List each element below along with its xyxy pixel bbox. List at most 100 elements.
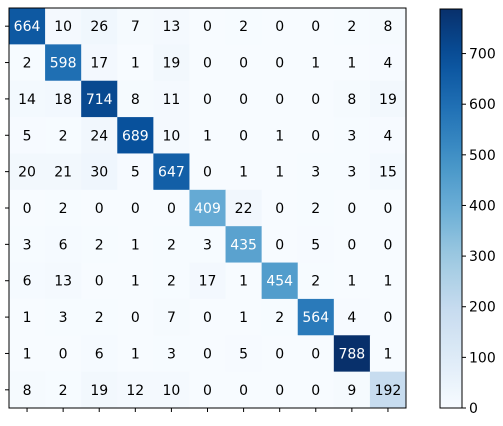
heatmap-value-label: 8	[383, 19, 392, 35]
heatmap-value-label: 3	[167, 346, 176, 362]
heatmap-value-label: 1	[239, 274, 248, 290]
heatmap-value-label: 6	[95, 346, 104, 362]
heatmap-value-label: 0	[23, 201, 32, 217]
heatmap-cell-r7-c6	[225, 262, 263, 300]
heatmap-cell-r1-c2	[81, 44, 118, 82]
heatmap-cell-r7-c9	[333, 262, 371, 300]
heatmap-value-label: 0	[275, 346, 284, 362]
heatmap-value-label: 0	[347, 201, 356, 217]
heatmap-cell-r10-c2	[81, 371, 118, 409]
heatmap-value-label: 0	[275, 237, 284, 253]
heatmap-value-label: 6	[59, 237, 68, 253]
heatmap-value-label: 664	[14, 19, 41, 35]
heatmap-value-label: 5	[311, 237, 320, 253]
heatmap-cell-r1-c8	[297, 44, 335, 82]
heatmap-value-label: 647	[158, 165, 185, 181]
heatmap-cell-r9-c7	[261, 335, 299, 373]
heatmap-value-label: 1	[347, 56, 356, 72]
heatmap-value-label: 0	[311, 19, 320, 35]
heatmap-cell-r10-c3	[117, 371, 154, 409]
heatmap-value-label: 17	[199, 274, 217, 290]
heatmap-cell-r9-c3	[117, 335, 154, 373]
heatmap-value-label: 22	[235, 201, 253, 217]
heatmap-value-label: 564	[302, 310, 329, 326]
heatmap-value-label: 30	[90, 165, 108, 181]
heatmap-cell-r5-c0	[9, 189, 46, 227]
heatmap-value-label: 2	[311, 274, 320, 290]
heatmap-cell-r10-c5	[189, 371, 226, 409]
heatmap-value-label: 2	[59, 383, 68, 399]
colorbar-tick-label: 700	[469, 47, 496, 63]
heatmap-value-label: 26	[90, 19, 108, 35]
heatmap-value-label: 0	[131, 201, 140, 217]
heatmap-cell-r6-c5	[189, 226, 226, 263]
heatmap-cell-r1-c7	[261, 44, 299, 82]
heatmap-value-label: 0	[203, 165, 212, 181]
heatmap-cell-r4-c8	[297, 153, 335, 191]
heatmap-value-label: 1	[23, 310, 32, 326]
colorbar-tick-label: 600	[469, 97, 496, 113]
heatmap-cell-r9-c9	[333, 335, 371, 373]
heatmap-cell-r8-c7	[261, 298, 299, 336]
heatmap-cell-r3-c5	[189, 117, 226, 154]
heatmap-cell-r4-c0	[9, 153, 46, 191]
heatmap-cell-r8-c10	[369, 298, 407, 336]
heatmap-cell-r4-c4	[153, 153, 190, 191]
heatmap-value-label: 5	[239, 346, 248, 362]
heatmap-value-label: 0	[311, 346, 320, 362]
heatmap-cell-r4-c10	[369, 153, 407, 191]
heatmap-cell-r5-c3	[117, 189, 154, 227]
heatmap-value-label: 0	[203, 19, 212, 35]
heatmap-cell-r7-c3	[117, 262, 154, 300]
heatmap-value-label: 1	[275, 128, 284, 144]
heatmap-cell-r2-c4	[153, 80, 190, 118]
heatmap-cell-r1-c3	[117, 44, 154, 82]
heatmap-value-label: 0	[347, 237, 356, 253]
heatmap-cell-r4-c6	[225, 153, 263, 191]
heatmap-cell-r0-c5	[189, 8, 226, 45]
heatmap-cell-r2-c10	[369, 80, 407, 118]
heatmap-value-label: 1	[131, 346, 140, 362]
heatmap-value-label: 0	[131, 310, 140, 326]
heatmap-cell-r5-c10	[369, 189, 407, 227]
heatmap-cell-r8-c3	[117, 298, 154, 336]
heatmap-value-label: 13	[162, 19, 180, 35]
heatmap-cell-r0-c8	[297, 8, 335, 45]
heatmap-cell-r0-c4	[153, 8, 190, 45]
heatmap-cell-r9-c1	[45, 335, 82, 373]
heatmap-cell-r3-c8	[297, 117, 335, 154]
heatmap-value-label: 14	[18, 92, 36, 108]
heatmap-value-label: 13	[54, 274, 72, 290]
heatmap-value-label: 0	[275, 201, 284, 217]
heatmap-cell-r7-c7	[261, 262, 299, 300]
colorbar-tick-label: 400	[469, 198, 496, 214]
heatmap-cell-r6-c6	[225, 226, 263, 263]
heatmap-cell-r5-c4	[153, 189, 190, 227]
heatmap-value-label: 2	[23, 56, 32, 72]
heatmap-value-label: 0	[239, 128, 248, 144]
heatmap-value-label: 409	[194, 201, 221, 217]
heatmap-cell-r5-c7	[261, 189, 299, 227]
heatmap-cell-r3-c0	[9, 117, 46, 154]
heatmap-cell-r0-c1	[45, 8, 82, 45]
heatmap-cell-r8-c6	[225, 298, 263, 336]
heatmap-value-label: 17	[90, 56, 108, 72]
heatmap-value-label: 0	[311, 128, 320, 144]
heatmap-value-label: 1	[347, 274, 356, 290]
heatmap-value-label: 1	[383, 346, 392, 362]
heatmap-value-label: 2	[347, 19, 356, 35]
colorbar-tick-label: 500	[469, 148, 496, 164]
heatmap-value-label: 714	[86, 92, 113, 108]
heatmap-cell-r0-c0	[9, 8, 46, 45]
heatmap-cell-r3-c3	[117, 117, 154, 154]
heatmap-value-label: 21	[54, 165, 72, 181]
heatmap-cell-r2-c6	[225, 80, 263, 118]
heatmap-cell-r5-c2	[81, 189, 118, 227]
heatmap-cell-r8-c0	[9, 298, 46, 336]
heatmap-value-label: 0	[311, 92, 320, 108]
colorbar-tick-label: 200	[469, 300, 496, 316]
heatmap-cell-r6-c8	[297, 226, 335, 263]
heatmap-value-label: 2	[275, 310, 284, 326]
